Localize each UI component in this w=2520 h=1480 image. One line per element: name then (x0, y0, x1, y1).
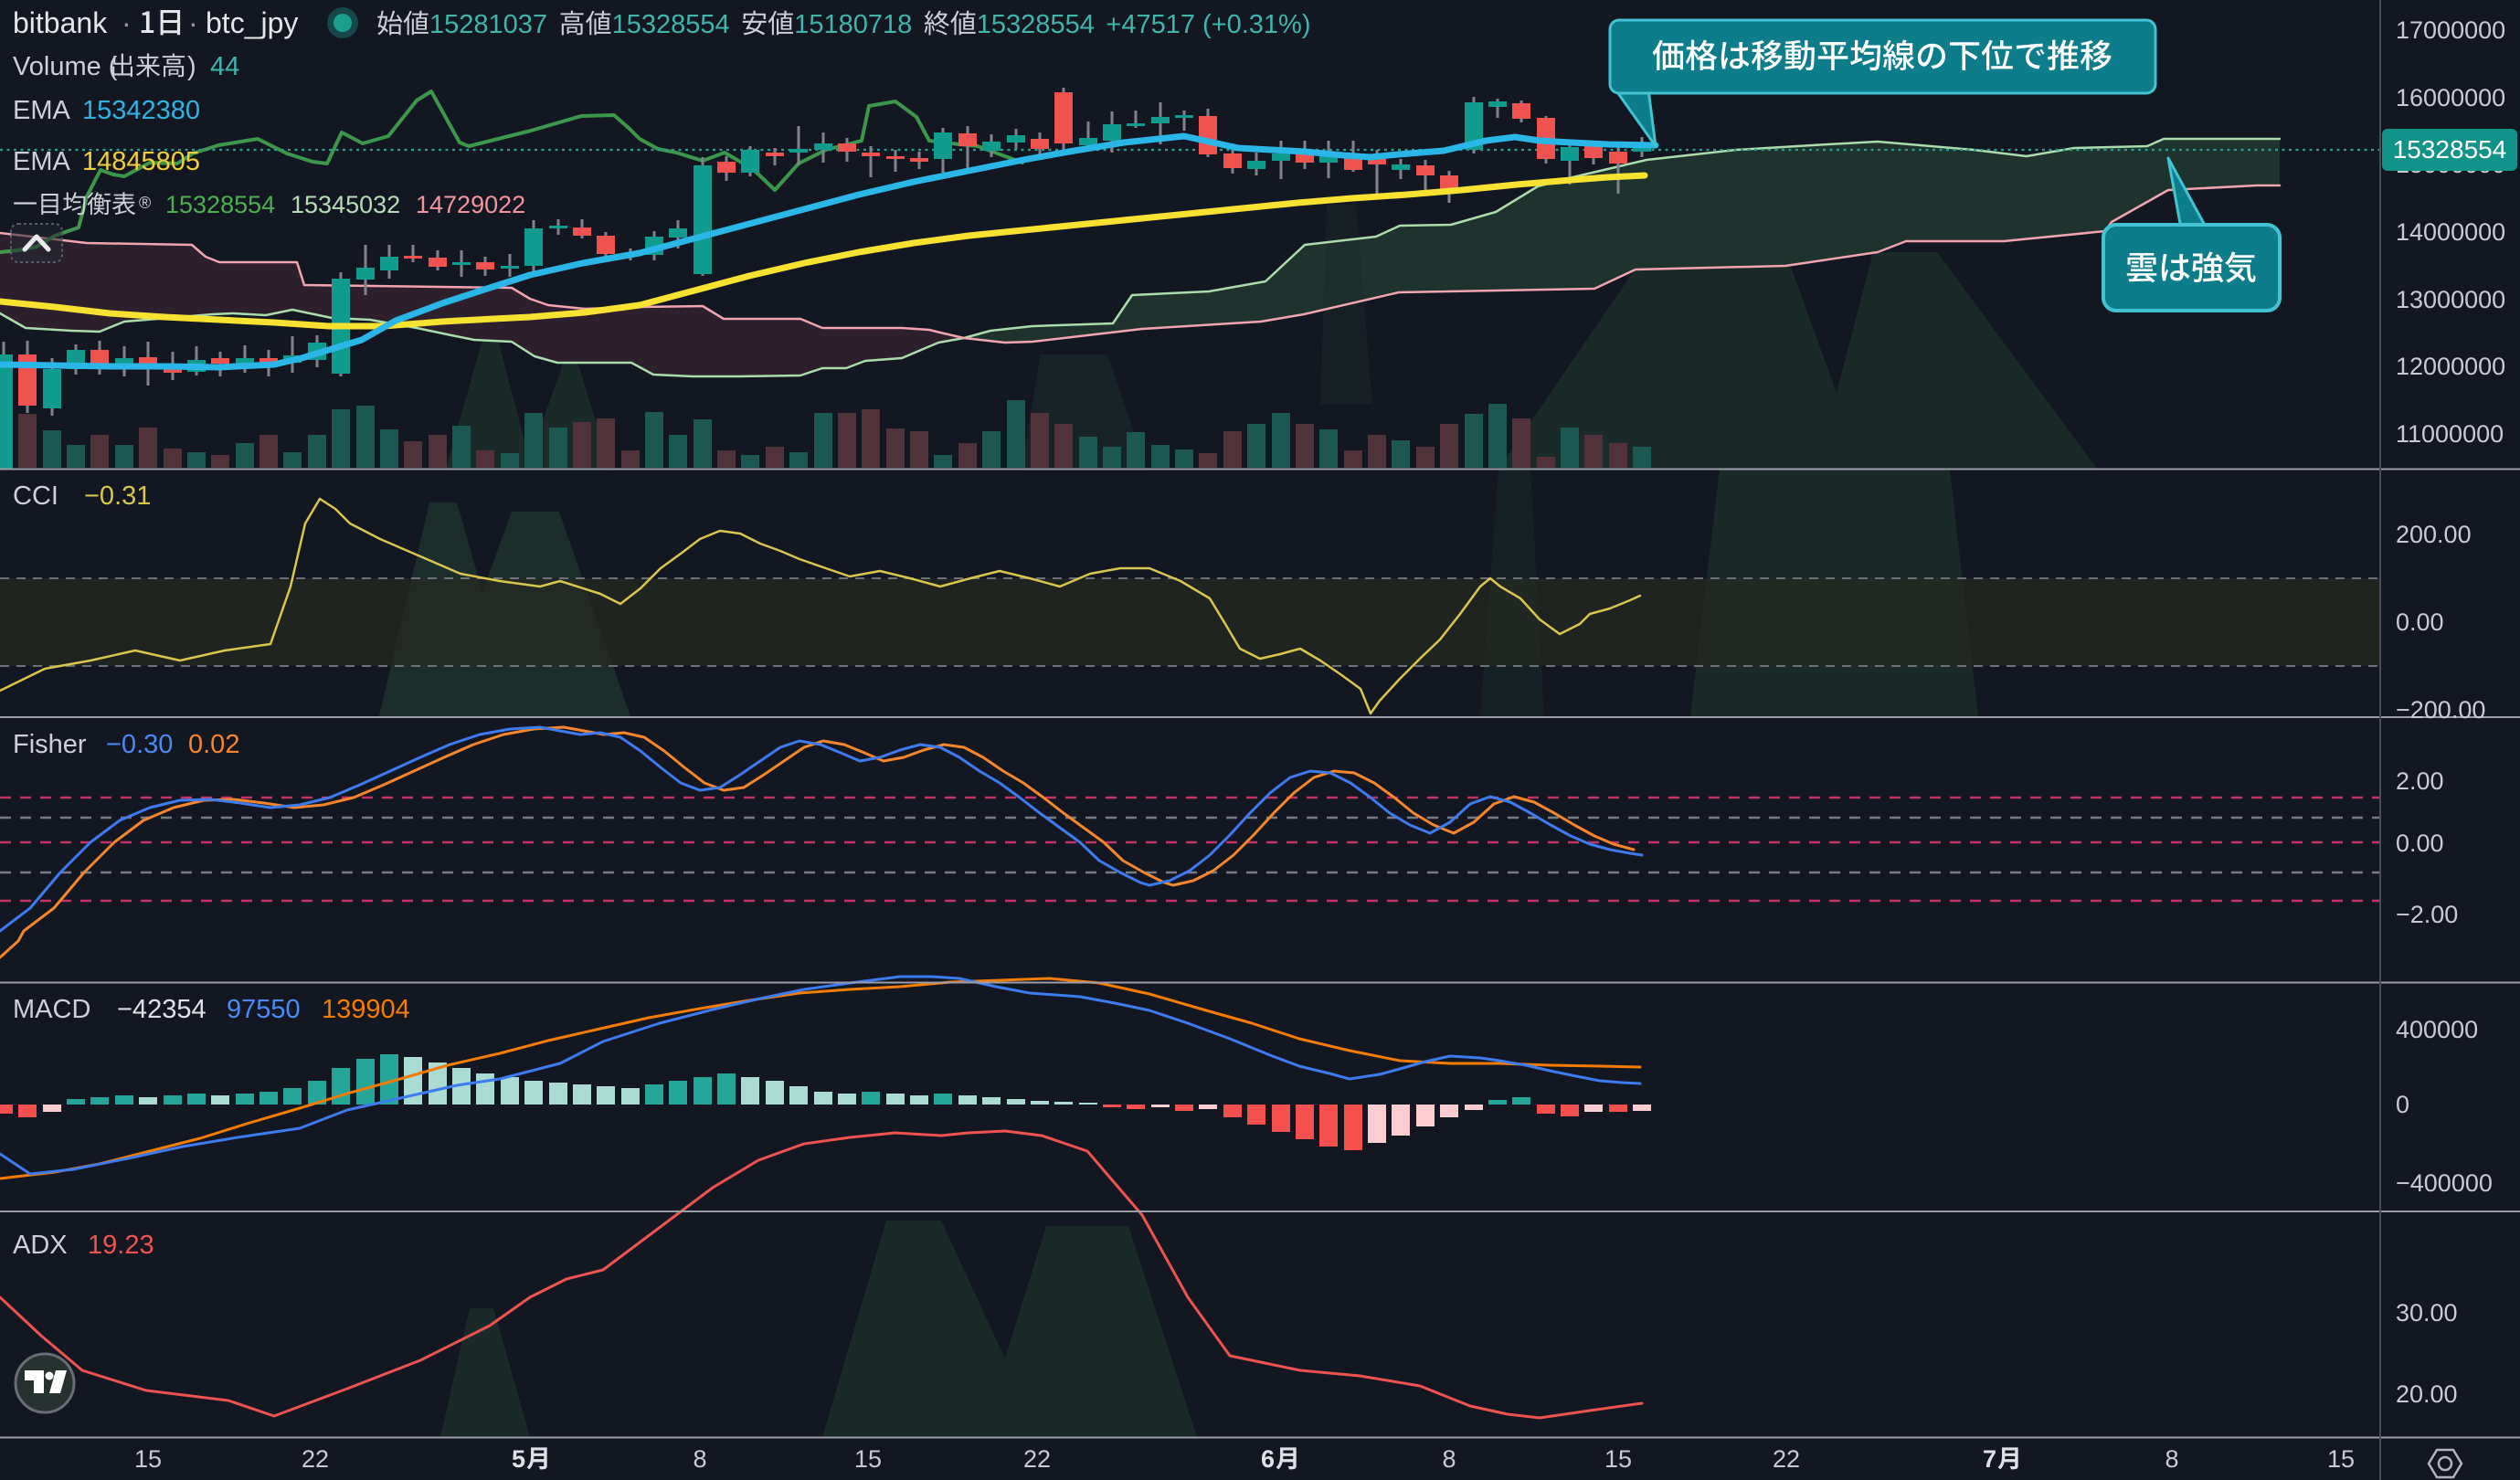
svg-text:15: 15 (2327, 1445, 2355, 1473)
svg-text:15: 15 (134, 1445, 162, 1473)
svg-text:0: 0 (2396, 1091, 2409, 1118)
svg-text:−200.00: −200.00 (2396, 696, 2485, 724)
svg-text:22: 22 (1773, 1445, 1800, 1473)
svg-text:16000000: 16000000 (2396, 84, 2505, 111)
svg-text:CCI: CCI (13, 481, 58, 511)
svg-text:btc_jpy: btc_jpy (206, 6, 298, 39)
svg-text:·: · (122, 6, 132, 39)
svg-text:7: 7 (1983, 1445, 1996, 1473)
svg-text:·: · (188, 6, 198, 39)
svg-text:400000: 400000 (2396, 1016, 2478, 1043)
svg-text:2.00: 2.00 (2396, 767, 2444, 795)
svg-text:8: 8 (2165, 1445, 2178, 1473)
svg-text:6: 6 (1261, 1445, 1275, 1473)
svg-text:17000000: 17000000 (2396, 16, 2505, 44)
svg-text:15180718: 15180718 (794, 10, 912, 39)
svg-text:15: 15 (1604, 1445, 1632, 1473)
svg-text:8: 8 (693, 1445, 706, 1473)
svg-text:15328554: 15328554 (612, 10, 730, 39)
svg-text:44: 44 (210, 52, 239, 81)
svg-text:MACD: MACD (13, 995, 90, 1024)
svg-text:−0.30: −0.30 (106, 730, 173, 759)
svg-text:13000000: 13000000 (2396, 286, 2505, 313)
svg-text:®: ® (139, 194, 151, 212)
svg-text:bitbank: bitbank (13, 6, 108, 39)
svg-text:15342380: 15342380 (82, 96, 200, 125)
svg-text:22: 22 (1023, 1445, 1051, 1473)
svg-text:30.00: 30.00 (2396, 1299, 2458, 1327)
svg-text:ADX: ADX (13, 1231, 68, 1260)
svg-text:−42354: −42354 (117, 995, 206, 1024)
svg-text:Fisher: Fisher (13, 730, 87, 759)
svg-text:0.02: 0.02 (188, 730, 239, 759)
svg-text:139904: 139904 (322, 995, 410, 1024)
svg-text:8: 8 (1442, 1445, 1456, 1473)
svg-text:14729022: 14729022 (416, 191, 525, 218)
svg-text:15: 15 (854, 1445, 882, 1473)
svg-text:0.00: 0.00 (2396, 608, 2444, 636)
svg-text:200.00: 200.00 (2396, 521, 2472, 548)
svg-text:20.00: 20.00 (2396, 1380, 2458, 1408)
svg-text:15345032: 15345032 (291, 191, 400, 218)
svg-text:): ) (187, 52, 196, 81)
svg-text:12000000: 12000000 (2396, 353, 2505, 380)
svg-text:14845805: 14845805 (82, 147, 200, 176)
svg-text:15281037: 15281037 (429, 10, 547, 39)
svg-text:0.00: 0.00 (2396, 830, 2444, 857)
svg-text:5: 5 (512, 1445, 525, 1473)
svg-text:15328554: 15328554 (2393, 135, 2507, 164)
svg-text:97550: 97550 (227, 995, 301, 1024)
svg-text:−0.31: −0.31 (84, 481, 151, 511)
svg-text:14000000: 14000000 (2396, 218, 2505, 246)
svg-text:22: 22 (302, 1445, 329, 1473)
svg-text:−400000: −400000 (2396, 1169, 2493, 1197)
svg-text:11000000: 11000000 (2396, 420, 2504, 448)
svg-text:+47517 (+0.31%): +47517 (+0.31%) (1106, 10, 1310, 39)
svg-text:EMA: EMA (13, 147, 71, 176)
svg-text:19.23: 19.23 (88, 1231, 154, 1260)
svg-text:EMA: EMA (13, 96, 71, 125)
svg-text:Volume (: Volume ( (13, 52, 118, 81)
svg-text:15328554: 15328554 (977, 10, 1095, 39)
svg-text:−2.00: −2.00 (2396, 901, 2458, 928)
svg-text:15328554: 15328554 (165, 191, 275, 218)
